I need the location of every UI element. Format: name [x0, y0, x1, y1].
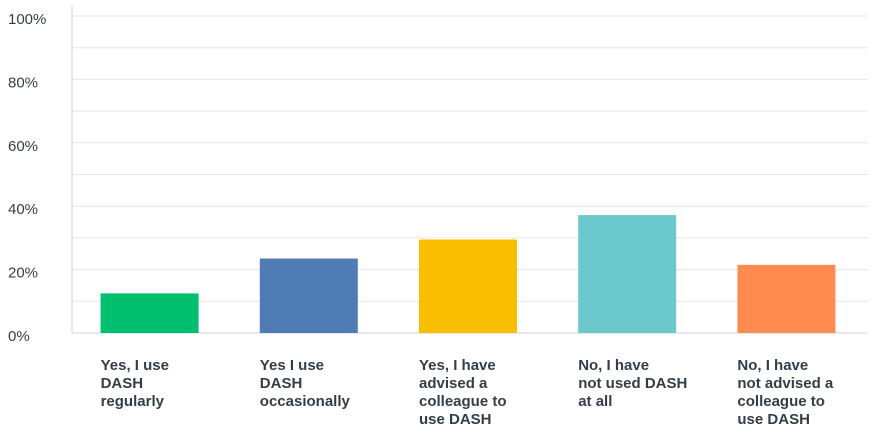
category-label-line: DASH [100, 375, 144, 392]
category-label: Yes I use DASH occasionally [260, 357, 372, 411]
bar [419, 239, 517, 333]
y-tick-label: 40% [8, 201, 38, 218]
gridlines [72, 15, 868, 334]
category-label-line: DASH [259, 375, 303, 392]
category-label-line: at all [578, 393, 613, 410]
bar [259, 258, 358, 333]
category-label-line: use DASH [737, 411, 810, 428]
y-tick-label: 0% [8, 328, 30, 345]
category-label-line: No, I have [578, 357, 650, 374]
y-tick-label: 80% [8, 74, 38, 91]
category-label: No, I have not used DASH at all [578, 357, 690, 411]
category-label-line: colleague to [419, 393, 507, 410]
category-label-line: Yes, I have [419, 357, 496, 374]
y-tick-label: 20% [8, 265, 38, 282]
bars [100, 215, 836, 333]
y-tick-label: 100% [8, 11, 46, 28]
bar [578, 215, 677, 333]
category-label-line: not used DASH [578, 375, 688, 392]
category-label-line: colleague to [737, 393, 825, 410]
category-label-line: occasionally [259, 393, 350, 410]
y-axis-tick-labels: 0% 20% 40% 60% 80% 100% [8, 11, 46, 345]
bar [737, 264, 836, 333]
category-label-line: not advised a [737, 375, 834, 392]
y-tick-label: 60% [8, 138, 38, 155]
category-label-line: No, I have [737, 357, 809, 374]
category-label-line: advised a [419, 375, 488, 392]
category-label-line: Yes I use [259, 357, 325, 374]
category-label: No, I have not advised a colleague to use D… [737, 357, 849, 429]
bar [100, 293, 199, 333]
category-label-line: use DASH [419, 411, 492, 428]
category-label-line: Yes, I use [100, 357, 169, 374]
category-label-line: regularly [100, 393, 164, 410]
category-label: Yes, I have advised a colleague to use DASH [419, 357, 531, 429]
category-label: Yes, I use DASH regularly [101, 357, 213, 411]
